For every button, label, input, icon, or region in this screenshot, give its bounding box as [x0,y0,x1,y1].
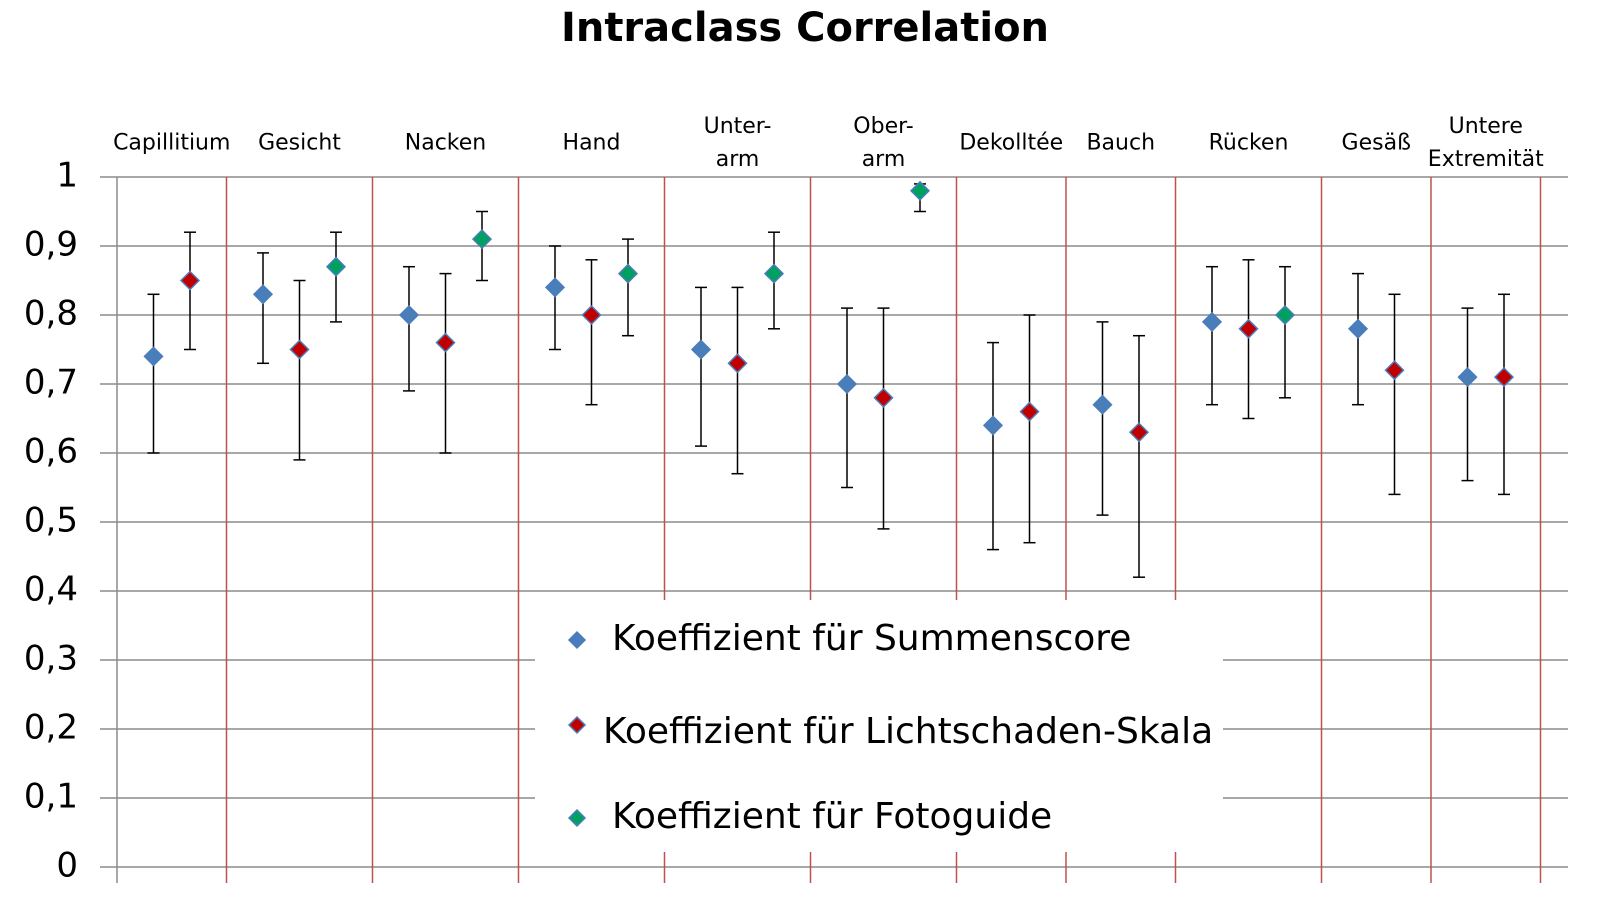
error-bar [1206,265,1218,406]
point [544,277,566,298]
error-bar [1461,307,1474,482]
error-bar [731,286,744,475]
error-bar [1096,321,1109,516]
point [289,339,310,360]
error-bar [1133,334,1145,578]
error-bar [330,231,342,323]
point [1128,422,1150,443]
point [909,180,931,201]
legend-label: Koeffizient für Summenscore [612,618,1131,659]
y-tick-label: 0,5 [24,501,78,541]
category-label: Nacken [404,130,487,156]
category-label: Hand [562,130,621,156]
point [690,339,712,360]
point [252,284,274,305]
y-tick-label: 0,2 [24,708,78,748]
error-bar [1352,272,1364,406]
point [873,387,894,408]
category-label: Capillitium [113,130,231,156]
error-bar [1388,293,1401,496]
point [1201,311,1223,332]
y-tick-label: 0,7 [24,363,78,403]
point [398,304,420,326]
legend-marker [567,808,587,828]
point [763,263,785,284]
category-label: Gesicht [258,130,341,156]
y-tick-label: 0,1 [24,777,78,817]
point [617,263,639,284]
error-bar [257,252,269,365]
point [836,373,858,395]
category-label: Untere Extremität [1427,114,1544,172]
error-bar [877,307,890,530]
category-label: Unter- arm [703,114,772,172]
legend-label: Koeffizient für Fotoguide [612,796,1052,837]
point [143,346,164,367]
chart-title: Intraclass Correlation [561,5,1049,51]
point [982,415,1004,436]
point [1092,394,1113,415]
point [1457,367,1478,388]
y-tick-label: 1 [56,156,78,196]
y-tick-label: 0,6 [24,432,78,472]
point [1019,401,1040,422]
category-label: Rücken [1208,130,1289,156]
legend-marker [567,715,587,735]
legend-marker [567,630,587,650]
legend-label: Koeffizient für Lichtschaden-Skala [603,711,1213,752]
error-bar [622,238,634,337]
error-bar [695,286,707,447]
error-bar [147,293,160,454]
error-bar [293,279,306,461]
point [471,229,493,250]
error-bar [585,259,598,406]
error-bar [1023,314,1036,544]
point [179,270,201,291]
category-label: Bauch [1086,130,1156,156]
category-label: Dekolltée [959,130,1064,156]
point [435,332,456,353]
point [1493,367,1515,388]
error-bar [987,341,999,551]
error-bar [549,245,561,351]
y-tick-label: 0,3 [24,639,78,679]
legend-box [535,600,1223,852]
category-label: Ober- arm [853,114,914,172]
error-bar [403,265,415,392]
point [1347,318,1369,339]
y-tick-label: 0,9 [24,225,78,265]
y-tick-label: 0,8 [24,294,78,334]
error-bar [1279,265,1291,399]
point [581,304,602,326]
error-bar [841,307,853,489]
error-bar [1242,259,1255,420]
y-tick-label: 0 [56,846,78,886]
point [1274,304,1296,326]
point [727,353,748,374]
point [325,256,347,277]
error-bar [1498,293,1510,496]
error-bar [184,231,196,351]
error-bar [439,272,452,454]
category-label: Gesäß [1341,130,1411,156]
y-tick-label: 0,4 [24,570,78,610]
point [1384,360,1405,381]
point [1238,318,1259,339]
